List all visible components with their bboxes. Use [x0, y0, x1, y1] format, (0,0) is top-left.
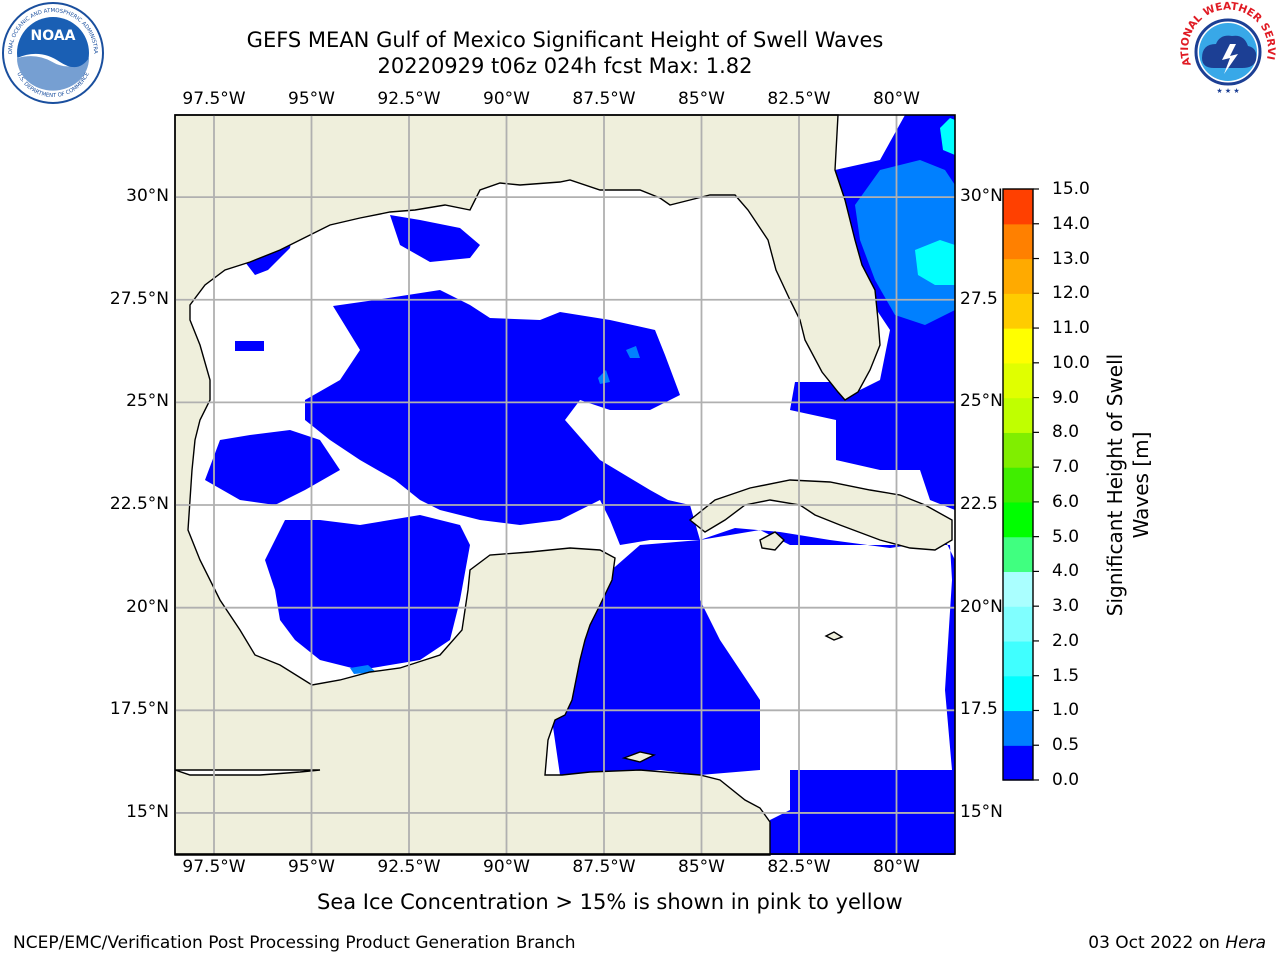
nws-logo: NATIONAL WEATHER SERVICE ★ ★ ★: [1176, 0, 1277, 100]
tick-label: 90°W: [483, 89, 530, 109]
colorbar-segment: [1003, 223, 1033, 260]
colorbar-segment: [1003, 606, 1033, 642]
colorbar-tick-label: 6.0: [1052, 491, 1080, 512]
colorbar-segment: [1003, 640, 1033, 677]
lat-tick-right: 22.5: [960, 494, 998, 515]
land-areas: [174, 114, 953, 856]
colorbar-segment: [1003, 745, 1033, 781]
lat-tick-right: 27.5: [960, 288, 998, 309]
colorbar-segment: [1003, 675, 1033, 712]
lat-tick-left: 25°N: [126, 391, 169, 412]
colorbar-tick-label: 0.5: [1052, 735, 1080, 756]
lat-tick-left: 15°N: [126, 801, 169, 822]
colorbar-segment: [1003, 571, 1033, 607]
colorbar-tick-label: 3.0: [1052, 596, 1080, 617]
colorbar: [1002, 188, 1039, 781]
colorbar-label-line2: Waves [m]: [1129, 431, 1153, 539]
colorbar-tick-label: 1.0: [1052, 700, 1080, 721]
footer-host: Hera: [1225, 933, 1266, 953]
colorbar-label: Significant Height of Swell Waves [m]: [1102, 325, 1154, 645]
tick-label: 87.5°W: [572, 857, 636, 877]
lat-tick-left: 30°N: [126, 186, 169, 207]
map-title: GEFS MEAN Gulf of Mexico Significant Hei…: [246, 28, 884, 52]
lat-tick-left: 17.5°N: [109, 699, 169, 720]
map-frame: [174, 114, 956, 855]
colorbar-segment: [1003, 328, 1033, 364]
footer-credit: NCEP/EMC/Verification Post Processing Pr…: [13, 933, 576, 953]
sea-ice-note: Sea Ice Concentration > 15% is shown in …: [317, 890, 903, 914]
colorbar-tick-label: 7.0: [1052, 457, 1080, 478]
lat-tick-left: 22.5°N: [109, 494, 169, 515]
colorbar-tick-label: 13.0: [1052, 248, 1090, 269]
tick-label: 92.5°W: [377, 857, 441, 877]
colorbar-segment: [1003, 362, 1033, 399]
footer-date-text: 03 Oct 2022 on: [1088, 933, 1226, 953]
noaa-logo: NOAA NATIONAL OCEANIC AND ATMOSPHERIC AD…: [0, 0, 104, 104]
colorbar-segment: [1003, 501, 1033, 538]
tick-label: 85°W: [678, 89, 725, 109]
colorbar-segment: [1003, 189, 1033, 225]
lat-tick-right: 17.5: [960, 699, 998, 720]
tick-label: 82.5°W: [767, 857, 831, 877]
tick-label: 80°W: [873, 857, 920, 877]
tick-label: 85°W: [678, 857, 725, 877]
lat-tick-right: 15°N: [960, 801, 1003, 822]
lat-tick-right: 30°N: [960, 186, 1003, 207]
map-subtitle: 20220929 t06z 024h fcst Max: 1.82: [377, 54, 753, 78]
colorbar-segment: [1003, 467, 1033, 503]
lat-tick-left: 20°N: [126, 596, 169, 617]
colorbar-segment: [1003, 432, 1033, 468]
colorbar-tick-label: 8.0: [1052, 422, 1080, 443]
tick-label: 82.5°W: [767, 89, 831, 109]
colorbar-tick-label: 9.0: [1052, 387, 1080, 408]
tick-label: 92.5°W: [377, 89, 441, 109]
tick-label: 90°W: [483, 857, 530, 877]
lat-tick-left: 27.5°N: [109, 288, 169, 309]
colorbar-segment: [1003, 293, 1033, 329]
colorbar-tick-label: 11.0: [1052, 318, 1090, 339]
colorbar-segment: [1003, 710, 1033, 746]
tick-label: 95°W: [288, 857, 335, 877]
footer-date: 03 Oct 2022 on Hera: [1088, 932, 1266, 954]
colorbar-tick-label: 4.0: [1052, 561, 1080, 582]
colorbar-label-line1: Significant Height of Swell: [1103, 353, 1127, 617]
tick-label: 80°W: [873, 89, 920, 109]
colorbar-tick-label: 10.0: [1052, 352, 1090, 373]
colorbar-segment: [1003, 397, 1033, 433]
colorbar-segment: [1003, 536, 1033, 573]
colorbar-tick-label: 5.0: [1052, 526, 1080, 547]
colorbar-tick-label: 1.5: [1052, 665, 1080, 686]
colorbar-tick-label: 14.0: [1052, 213, 1090, 234]
colorbar-tick-label: 0.0: [1052, 770, 1080, 790]
tick-label: 97.5°W: [182, 89, 246, 109]
colorbar-tick-label: 15.0: [1052, 179, 1090, 199]
colorbar-tick-label: 12.0: [1052, 283, 1090, 304]
tick-label: 87.5°W: [572, 89, 636, 109]
map-gridlines: [175, 115, 955, 854]
svg-text:★ ★ ★: ★ ★ ★: [1216, 87, 1239, 95]
lat-tick-right: 25°N: [960, 391, 1003, 412]
colorbar-segment: [1003, 258, 1033, 294]
lat-tick-right: 20°N: [960, 596, 1003, 617]
colorbar-frame: [1002, 188, 1034, 781]
tick-label: 95°W: [288, 89, 335, 109]
noaa-logo-text: NOAA: [31, 28, 76, 44]
colorbar-tick-label: 2.0: [1052, 630, 1080, 651]
tick-label: 97.5°W: [182, 857, 246, 877]
